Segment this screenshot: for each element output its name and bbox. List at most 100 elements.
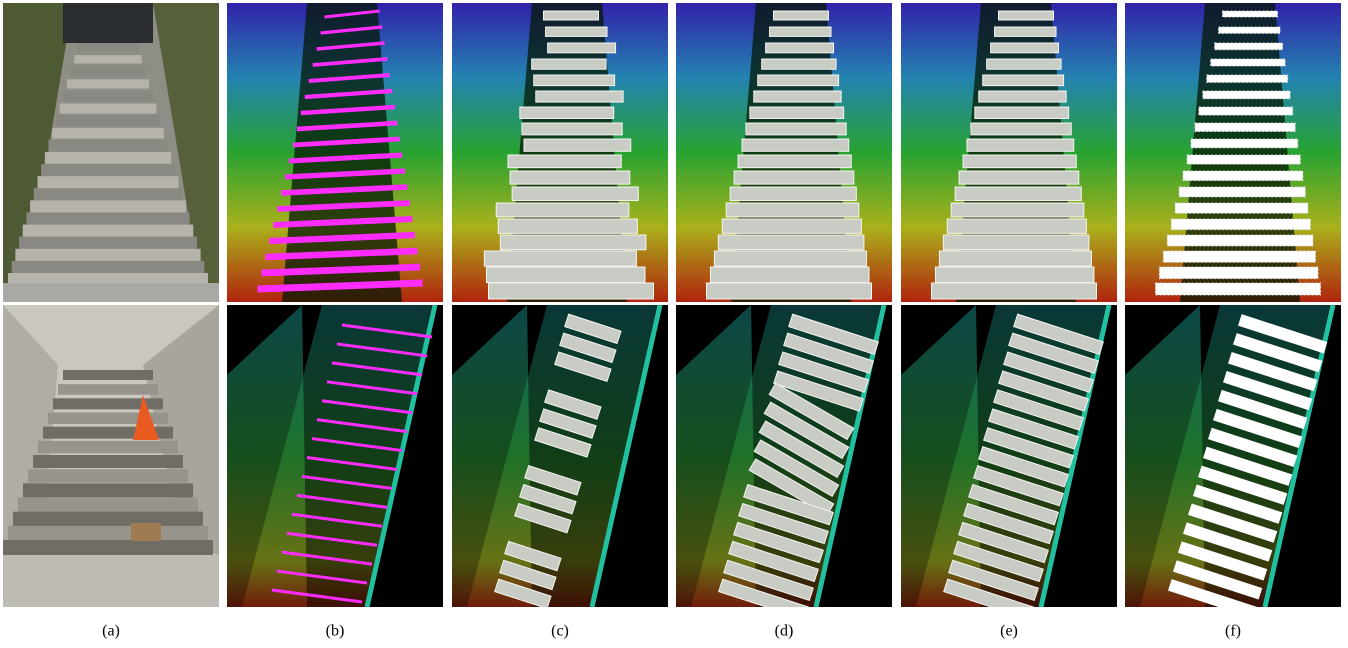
- step-box: [512, 187, 638, 201]
- step-points: [1183, 171, 1303, 181]
- panel: [3, 3, 219, 303]
- step-box: [718, 235, 864, 250]
- step: [67, 79, 149, 88]
- panel: [901, 3, 1117, 302]
- step-box: [546, 27, 607, 36]
- panel: [676, 305, 892, 619]
- step-box: [959, 171, 1079, 184]
- step: [37, 176, 178, 189]
- step: [60, 104, 157, 114]
- step-box: [520, 107, 614, 118]
- step-points: [1203, 91, 1290, 99]
- panel: [452, 3, 668, 302]
- step-box: [963, 155, 1076, 168]
- step-box: [770, 27, 831, 36]
- caption: (d): [775, 623, 794, 640]
- panel: [3, 305, 219, 607]
- step: [58, 384, 158, 395]
- step-box: [522, 123, 622, 135]
- panel: [1125, 3, 1341, 302]
- step-points: [1223, 11, 1278, 17]
- step-box: [730, 187, 856, 201]
- step-box: [510, 171, 630, 184]
- step-points: [1191, 139, 1298, 148]
- step-points: [1175, 203, 1308, 213]
- step-points: [1215, 43, 1283, 50]
- step: [34, 188, 182, 201]
- step-box: [532, 59, 606, 69]
- step-box: [536, 91, 623, 102]
- step-box: [983, 75, 1064, 86]
- step-box: [500, 235, 646, 250]
- step-box: [935, 267, 1094, 283]
- step-box: [991, 43, 1059, 53]
- panel: [452, 305, 668, 609]
- step-box: [498, 219, 637, 233]
- step-box: [710, 267, 869, 283]
- step: [63, 91, 152, 101]
- step-box: [544, 11, 599, 20]
- step-points: [1171, 219, 1310, 230]
- step-box: [979, 91, 1066, 102]
- step-box: [971, 123, 1071, 135]
- step-points: [1199, 107, 1293, 115]
- step: [52, 128, 164, 139]
- step-box: [932, 283, 1097, 299]
- step: [71, 67, 146, 76]
- step-box: [722, 219, 861, 233]
- step-box: [489, 283, 654, 299]
- step: [49, 140, 168, 151]
- step-points: [1219, 27, 1280, 33]
- step-box: [754, 91, 841, 102]
- step: [45, 152, 171, 164]
- step-points: [1195, 123, 1295, 131]
- step-points: [1159, 267, 1318, 279]
- ground: [3, 555, 219, 607]
- step-box: [766, 43, 834, 53]
- step-box: [947, 219, 1086, 233]
- step-points: [1187, 155, 1300, 164]
- step-box: [939, 251, 1091, 266]
- step-box: [496, 203, 629, 217]
- step-box: [534, 75, 615, 86]
- step-box: [774, 11, 829, 20]
- step: [23, 483, 193, 497]
- step: [28, 469, 188, 483]
- panel: [901, 305, 1117, 619]
- step: [56, 116, 160, 127]
- step-box: [524, 139, 631, 151]
- step: [38, 441, 178, 454]
- step-box: [758, 75, 839, 86]
- step-box: [955, 187, 1081, 201]
- panel: [676, 3, 892, 302]
- step-box: [746, 123, 846, 135]
- step-box: [987, 59, 1061, 69]
- step-box: [999, 11, 1054, 20]
- step-box: [484, 251, 636, 266]
- step: [33, 455, 183, 468]
- step-box: [742, 139, 849, 151]
- step-box: [967, 139, 1074, 151]
- step-points: [1163, 251, 1315, 262]
- step-box: [508, 155, 621, 168]
- step-box: [548, 43, 616, 53]
- step-box: [486, 267, 645, 283]
- step-box: [995, 27, 1056, 36]
- step-box: [951, 203, 1084, 217]
- box: [131, 523, 161, 541]
- step-points: [1207, 75, 1288, 82]
- step: [63, 370, 153, 380]
- step-points: [1156, 283, 1321, 295]
- caption: (b): [326, 623, 345, 640]
- caption: (e): [1000, 623, 1018, 640]
- step: [74, 55, 141, 63]
- step-box: [714, 251, 866, 266]
- panel: [1125, 305, 1341, 618]
- panel: [227, 305, 443, 607]
- step-box: [750, 107, 844, 118]
- step-points: [1179, 187, 1305, 197]
- step-box: [726, 203, 859, 217]
- caption: (a): [102, 623, 120, 640]
- figure: (a)(b)(c)(d)(e)(f): [0, 0, 1348, 648]
- step: [30, 200, 186, 213]
